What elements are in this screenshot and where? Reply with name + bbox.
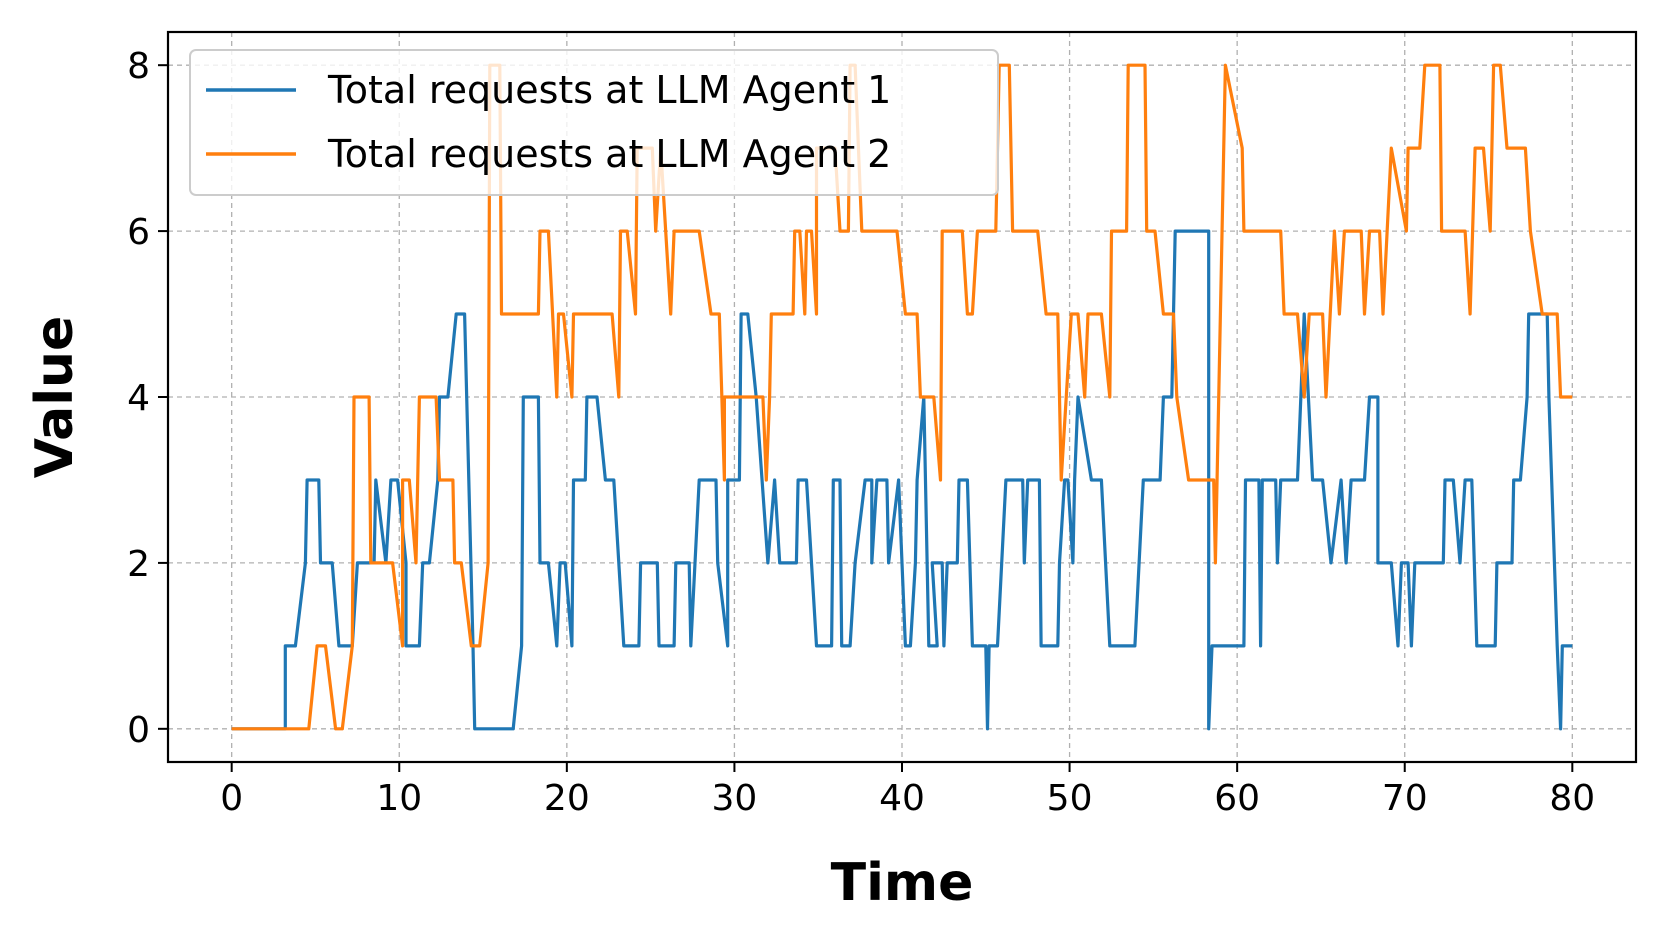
y-tick-label: 0 bbox=[127, 710, 150, 751]
legend-box bbox=[189, 49, 999, 196]
x-tick-label: 60 bbox=[1214, 778, 1260, 819]
x-tick-label: 80 bbox=[1549, 778, 1595, 819]
x-tick-label: 20 bbox=[544, 778, 590, 819]
x-tick-label: 30 bbox=[712, 778, 758, 819]
legend-label: Total requests at LLM Agent 2 bbox=[327, 132, 891, 176]
x-axis-label: Time bbox=[831, 853, 974, 913]
legend: Total requests at LLM Agent 1 Total reque… bbox=[189, 49, 999, 196]
axis-ticks: 0 10 20 30 40 50 60 70 80 0 2 4 6 8 bbox=[127, 46, 1595, 819]
x-tick-label: 40 bbox=[879, 778, 925, 819]
y-tick-label: 8 bbox=[127, 46, 150, 87]
x-tick-label: 50 bbox=[1047, 778, 1093, 819]
series-line-agent-1 bbox=[231, 229, 1573, 731]
x-tick-label: 10 bbox=[376, 778, 422, 819]
y-axis-label: Value bbox=[25, 316, 85, 479]
y-tick-label: 6 bbox=[127, 212, 150, 253]
x-tick-label: 70 bbox=[1382, 778, 1428, 819]
y-tick-label: 4 bbox=[127, 378, 150, 419]
x-tick-label: 0 bbox=[220, 778, 243, 819]
y-tick-label: 2 bbox=[127, 544, 150, 585]
legend-label: Total requests at LLM Agent 1 bbox=[327, 68, 891, 112]
